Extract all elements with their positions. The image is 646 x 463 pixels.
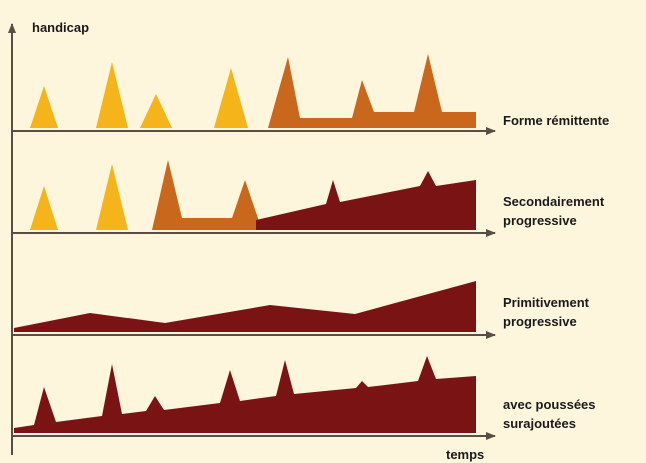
progression-area: [14, 356, 476, 433]
row-label-poussees: avec poussées surajoutées: [503, 395, 596, 433]
row-label-line: Primitivement: [503, 295, 589, 310]
progression-area: [256, 171, 476, 230]
relapse-peak: [96, 62, 128, 128]
row-label-line: progressive: [503, 314, 577, 329]
row-label-secondaire: Secondairement progressive: [503, 192, 604, 230]
x-axis-label: temps: [446, 447, 485, 462]
relapse-peak: [214, 68, 248, 128]
row-label-primitive: Primitivement progressive: [503, 293, 589, 331]
relapse-residual-area: [268, 54, 476, 128]
row-label-line: progressive: [503, 213, 577, 228]
relapse-peak: [140, 94, 172, 128]
row-poussees-shapes: [12, 356, 496, 440]
y-axis-label: handicap: [32, 20, 90, 35]
relapse-peak: [30, 186, 58, 230]
progression-area: [14, 281, 476, 332]
row-secondaire-shapes: [12, 160, 496, 237]
row-label-line: surajoutées: [503, 416, 576, 431]
row-label-line: Secondairement: [503, 194, 605, 209]
row-remittente-shapes: [12, 54, 496, 135]
row-label-remittente: Forme rémittente: [503, 111, 609, 130]
relapse-residual-area: [152, 160, 262, 230]
relapse-peak: [30, 86, 58, 128]
row-label-line: Forme rémittente: [503, 113, 610, 128]
relapse-peak: [96, 164, 128, 230]
row-label-line: avec poussées: [503, 397, 596, 412]
row-primitive-shapes: [12, 281, 496, 339]
